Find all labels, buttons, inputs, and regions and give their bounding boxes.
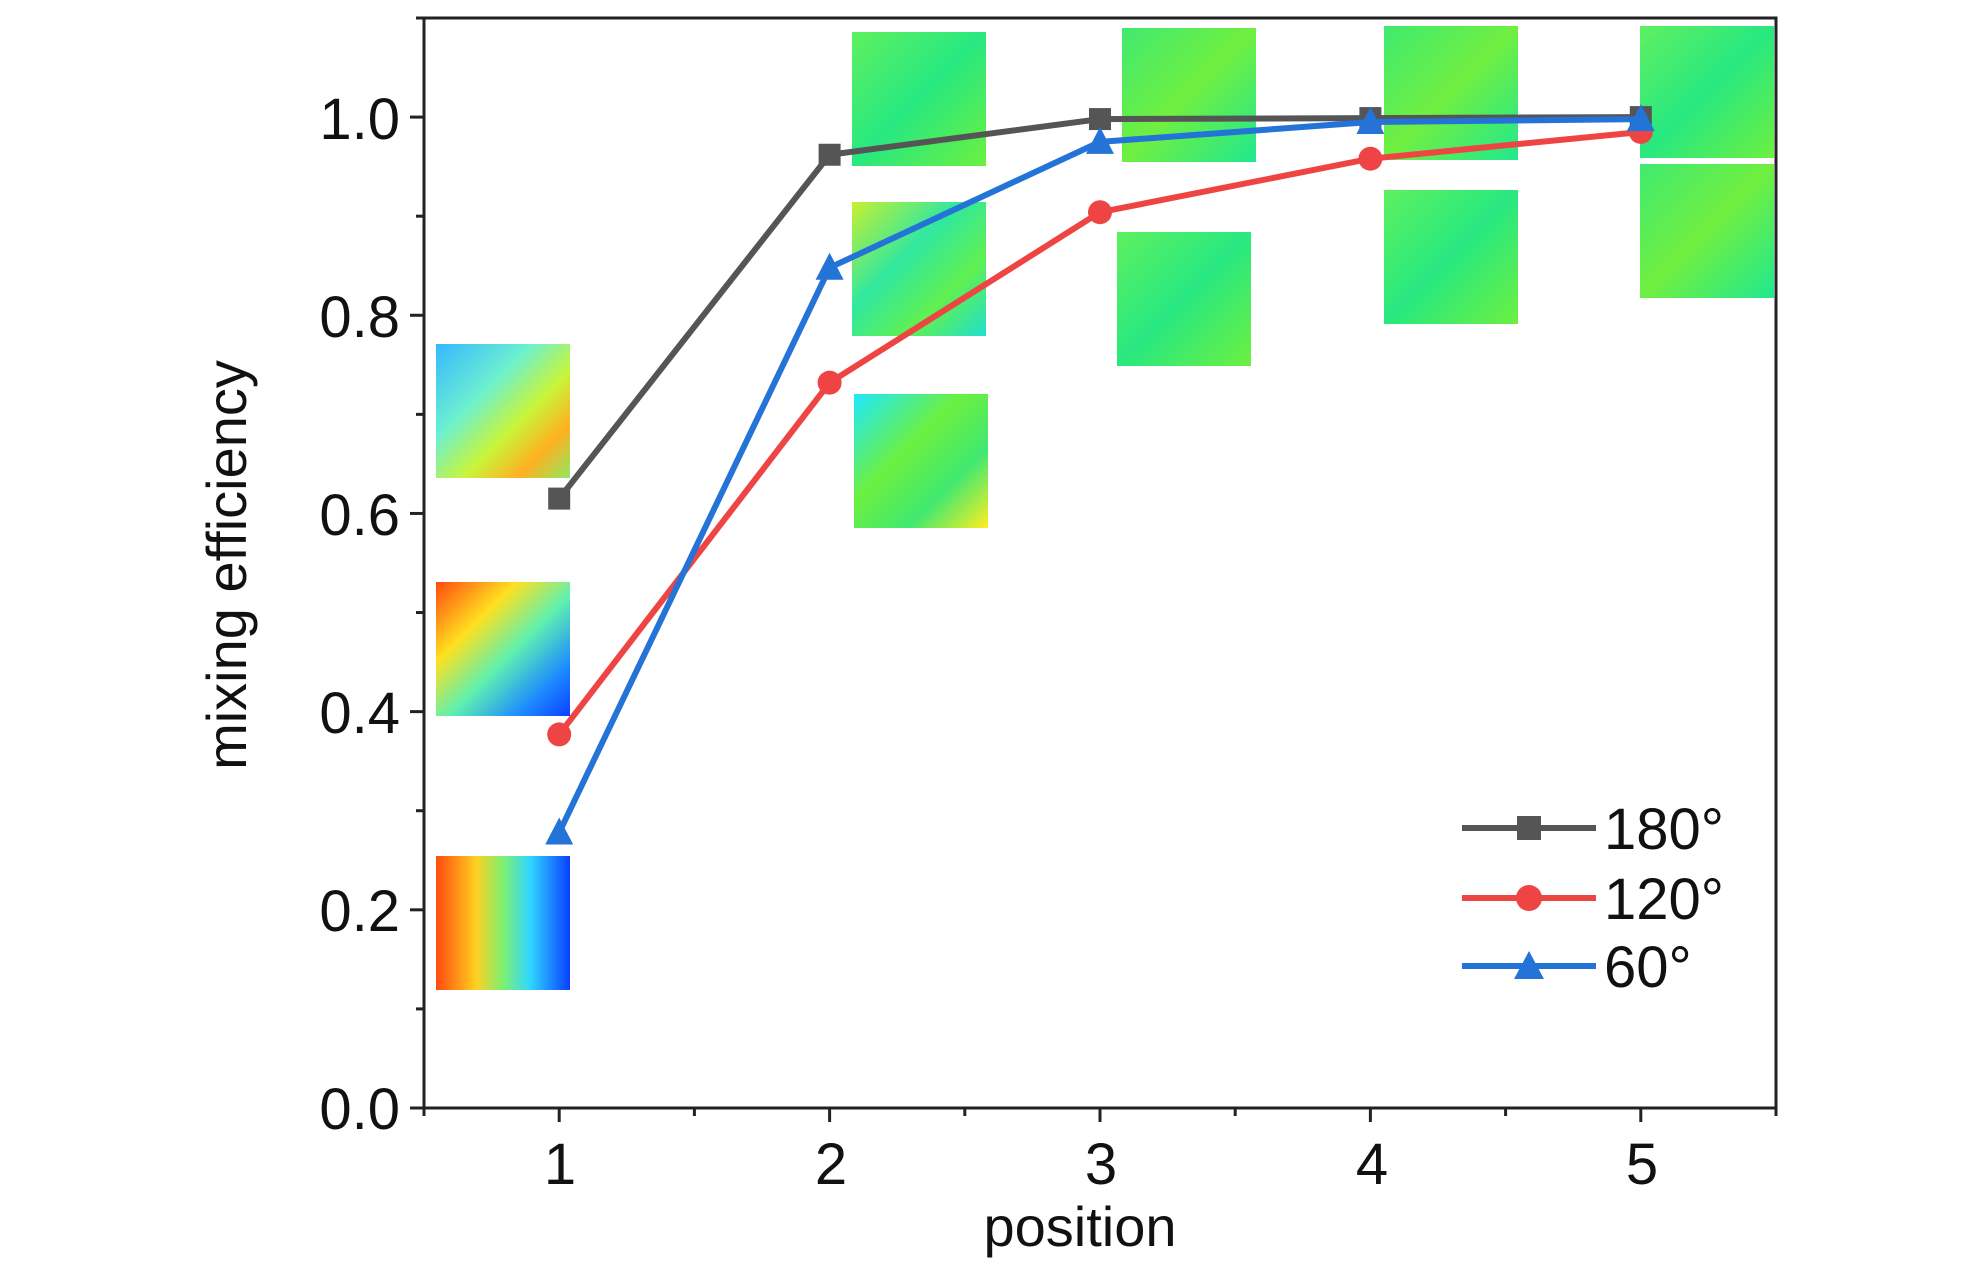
legend-label: 60°	[1604, 935, 1692, 1000]
contour-inset	[1122, 28, 1256, 162]
data-point	[1626, 104, 1655, 132]
legend-entry-180: 180°	[1462, 797, 1724, 862]
y-tick-label: 0.8	[319, 285, 400, 350]
contour-inset	[436, 856, 570, 990]
contour-inset	[1640, 164, 1774, 298]
data-point	[1089, 108, 1111, 131]
x-tick-label: 5	[1626, 1132, 1658, 1197]
legend-entry-60: 60°	[1462, 935, 1692, 1000]
data-point	[548, 487, 571, 510]
data-point	[547, 722, 572, 747]
contour-inset	[1384, 26, 1518, 160]
contour-insets	[436, 26, 1774, 990]
data-series	[545, 104, 1655, 845]
legend-label: 120°	[1604, 867, 1724, 932]
legend-label: 180°	[1604, 797, 1724, 862]
contour-inset	[1117, 232, 1251, 366]
data-point	[1358, 146, 1383, 171]
y-axis-title: mixing efficiency	[195, 360, 258, 770]
y-tick-label: 0.0	[319, 1077, 400, 1142]
x-tick-label: 4	[1356, 1132, 1388, 1197]
contour-inset	[854, 394, 988, 528]
y-tick-labels: 0.0 0.2 0.4 0.6 0.8 1.0	[319, 87, 400, 1142]
contour-inset	[436, 344, 570, 478]
data-point	[817, 370, 842, 395]
contour-inset	[436, 582, 570, 716]
x-tick-label: 3	[1085, 1132, 1117, 1197]
x-axis-title: position	[983, 1195, 1176, 1258]
y-tick-label: 1.0	[319, 87, 400, 152]
data-point	[545, 817, 574, 845]
legend-entry-120: 120°	[1462, 867, 1724, 932]
data-point	[1356, 107, 1385, 135]
y-tick-label: 0.6	[319, 483, 400, 548]
y-tick-label: 0.4	[319, 681, 400, 746]
data-point	[818, 143, 841, 166]
axis-ticks	[410, 16, 1778, 1122]
contour-inset	[1640, 26, 1774, 158]
contour-inset	[1384, 190, 1518, 324]
legend: 180° 120° 60°	[1462, 797, 1724, 1000]
data-point	[1088, 200, 1112, 225]
contour-inset	[852, 202, 986, 336]
plot-frame	[422, 16, 1778, 1110]
y-tick-label: 0.2	[319, 879, 400, 944]
x-tick-label: 2	[815, 1132, 847, 1197]
data-point	[1086, 126, 1114, 154]
data-point	[815, 252, 844, 280]
x-tick-label: 1	[544, 1132, 576, 1197]
x-tick-labels: 1 2 3 4 5	[544, 1132, 1658, 1197]
